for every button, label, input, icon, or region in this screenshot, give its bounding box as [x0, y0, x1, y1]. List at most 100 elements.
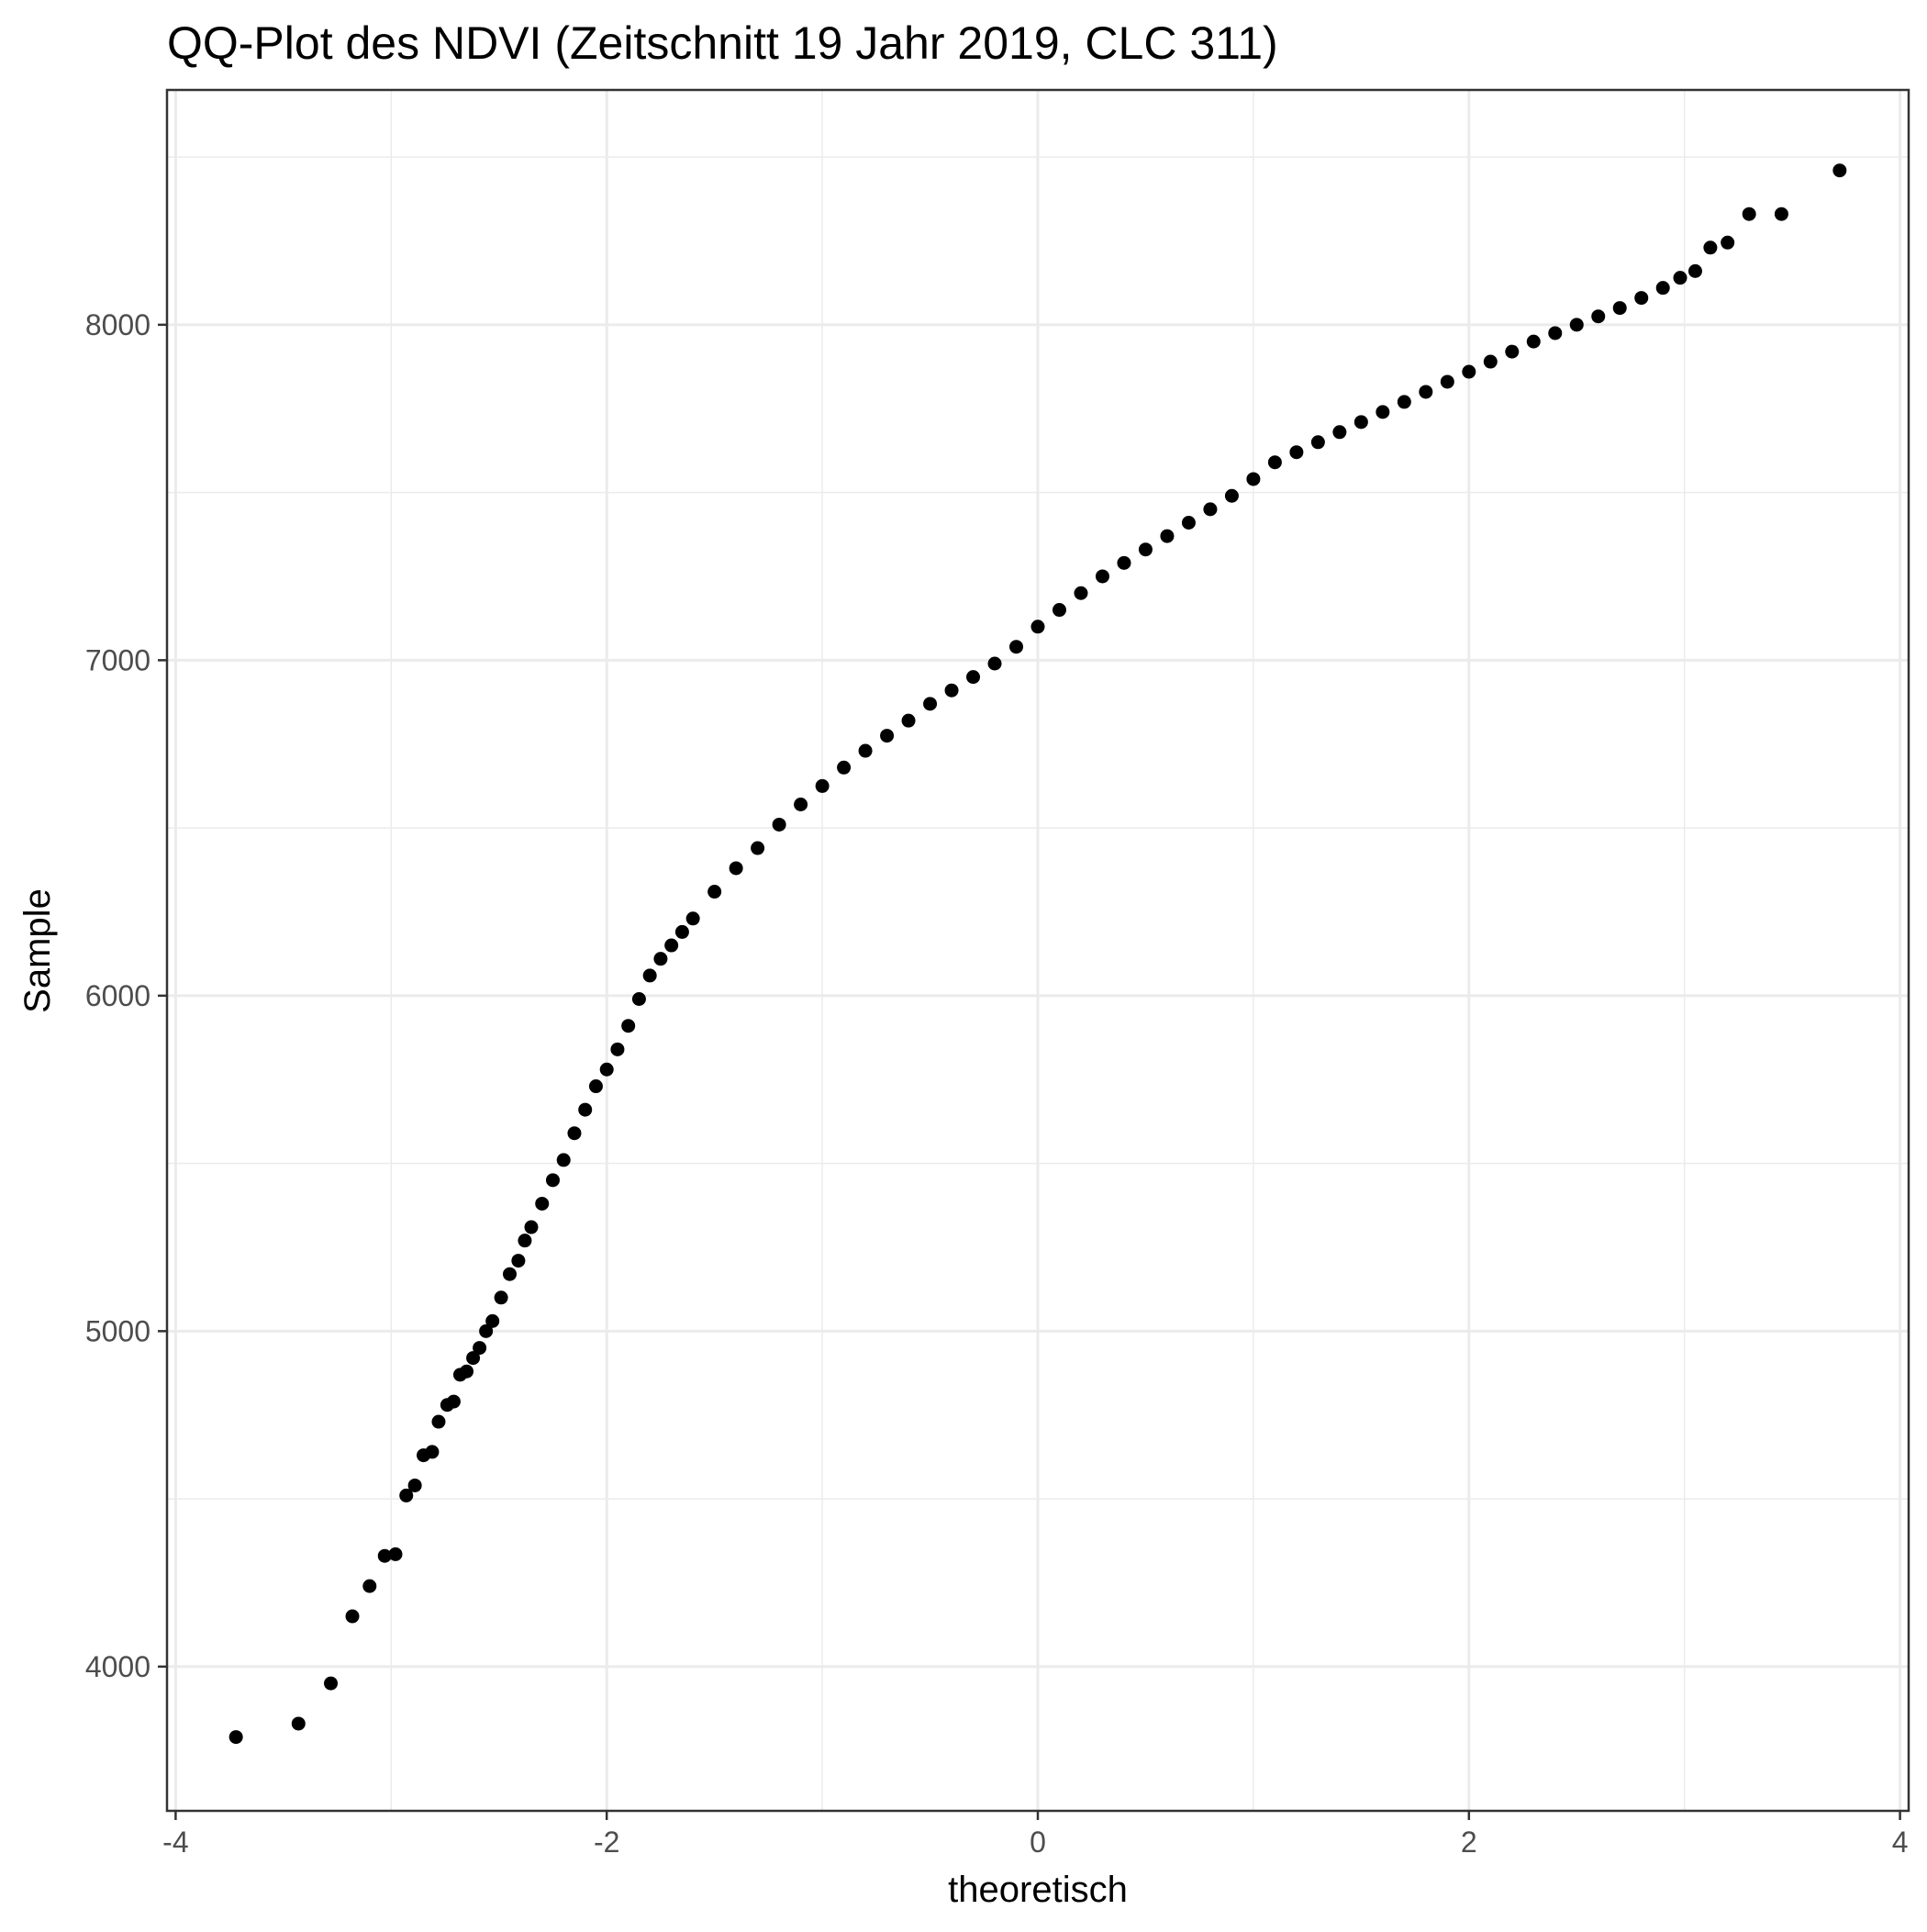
- data-point: [923, 697, 938, 711]
- data-point: [1095, 569, 1109, 584]
- data-point: [772, 817, 786, 832]
- data-point: [1440, 374, 1454, 389]
- grid-layer: [167, 90, 1909, 1811]
- x-tick-label: 0: [1030, 1826, 1046, 1859]
- y-tick-label: 6000: [85, 979, 150, 1012]
- data-point: [1703, 240, 1718, 255]
- data-point: [1224, 488, 1239, 503]
- data-point: [837, 760, 852, 775]
- data-point: [1117, 555, 1131, 570]
- x-tick-label: -2: [594, 1826, 619, 1859]
- data-point: [518, 1234, 532, 1248]
- data-point: [502, 1267, 517, 1281]
- data-point: [1655, 281, 1670, 296]
- data-point: [599, 1062, 614, 1077]
- data-point: [1310, 435, 1325, 450]
- data-point: [1160, 529, 1175, 543]
- data-point: [1591, 309, 1606, 324]
- x-tick-label: -4: [162, 1826, 188, 1859]
- y-tick-label: 7000: [85, 643, 150, 676]
- data-point: [1353, 415, 1368, 430]
- data-point: [944, 683, 959, 698]
- data-point: [324, 1676, 339, 1691]
- data-point: [610, 1042, 625, 1056]
- data-point: [1634, 291, 1649, 306]
- data-point: [966, 670, 981, 685]
- data-point: [425, 1445, 440, 1459]
- data-point: [707, 885, 722, 899]
- data-point: [1483, 354, 1498, 369]
- data-point: [466, 1351, 481, 1366]
- y-tick-label: 8000: [85, 308, 150, 341]
- data-point: [567, 1126, 582, 1141]
- data-point: [815, 778, 830, 793]
- data-point: [535, 1196, 550, 1211]
- data-point: [578, 1102, 593, 1117]
- data-point: [1203, 502, 1218, 517]
- data-point: [545, 1173, 560, 1188]
- data-point: [407, 1478, 422, 1492]
- data-point: [1419, 385, 1433, 399]
- data-point: [1267, 455, 1282, 470]
- data-point: [494, 1290, 508, 1305]
- data-point: [1462, 364, 1476, 379]
- data-point: [1774, 207, 1788, 221]
- data-point: [524, 1220, 539, 1234]
- data-point: [1030, 620, 1045, 634]
- data-point: [729, 861, 743, 876]
- data-point: [1397, 395, 1411, 409]
- data-point: [228, 1730, 243, 1745]
- data-point: [556, 1153, 571, 1167]
- data-point: [794, 798, 808, 812]
- data-point: [1505, 344, 1520, 359]
- data-point: [1074, 586, 1088, 600]
- data-point: [1332, 425, 1347, 440]
- y-tick-label: 4000: [85, 1650, 150, 1683]
- data-point: [1612, 301, 1627, 316]
- data-point: [473, 1341, 487, 1356]
- data-point: [1526, 334, 1541, 349]
- data-point: [621, 1019, 636, 1033]
- data-point: [1289, 445, 1304, 460]
- data-point: [1138, 542, 1153, 557]
- data-point: [399, 1488, 414, 1502]
- data-point: [1569, 318, 1584, 332]
- data-point: [901, 713, 916, 728]
- data-point: [1742, 207, 1756, 221]
- data-point: [479, 1323, 494, 1338]
- data-point: [1688, 263, 1702, 278]
- data-point: [1181, 515, 1196, 530]
- data-point: [987, 656, 1002, 671]
- data-point: [362, 1579, 377, 1593]
- data-point: [1376, 405, 1390, 419]
- data-point: [1052, 603, 1066, 618]
- data-point: [674, 924, 689, 939]
- data-point: [653, 952, 668, 966]
- data-point: [511, 1254, 526, 1268]
- data-point: [388, 1547, 403, 1561]
- data-point: [345, 1609, 360, 1624]
- data-point: [1246, 472, 1261, 486]
- data-point: [291, 1716, 306, 1731]
- x-axis-title: theoretisch: [948, 1870, 1128, 1910]
- data-point: [1009, 640, 1024, 654]
- data-point: [1673, 271, 1688, 285]
- data-point: [642, 968, 657, 983]
- data-point: [858, 743, 873, 758]
- data-point: [485, 1313, 500, 1328]
- data-point: [460, 1364, 474, 1379]
- data-point: [431, 1414, 446, 1429]
- x-tick-label: 4: [1892, 1826, 1909, 1859]
- axes-layer: -4 -2 0 2 4 4000 5000 6000 7000 8000: [85, 308, 1909, 1859]
- data-point: [751, 841, 765, 855]
- data-point: [1721, 235, 1735, 250]
- x-tick-label: 2: [1461, 1826, 1477, 1859]
- y-axis-title: Sample: [17, 888, 58, 1013]
- data-point: [446, 1394, 461, 1409]
- points-layer: [228, 163, 1847, 1745]
- data-point: [1832, 163, 1847, 178]
- chart-title: QQ-Plot des NDVI (Zeitschnitt 19 Jahr 20…: [167, 17, 1278, 69]
